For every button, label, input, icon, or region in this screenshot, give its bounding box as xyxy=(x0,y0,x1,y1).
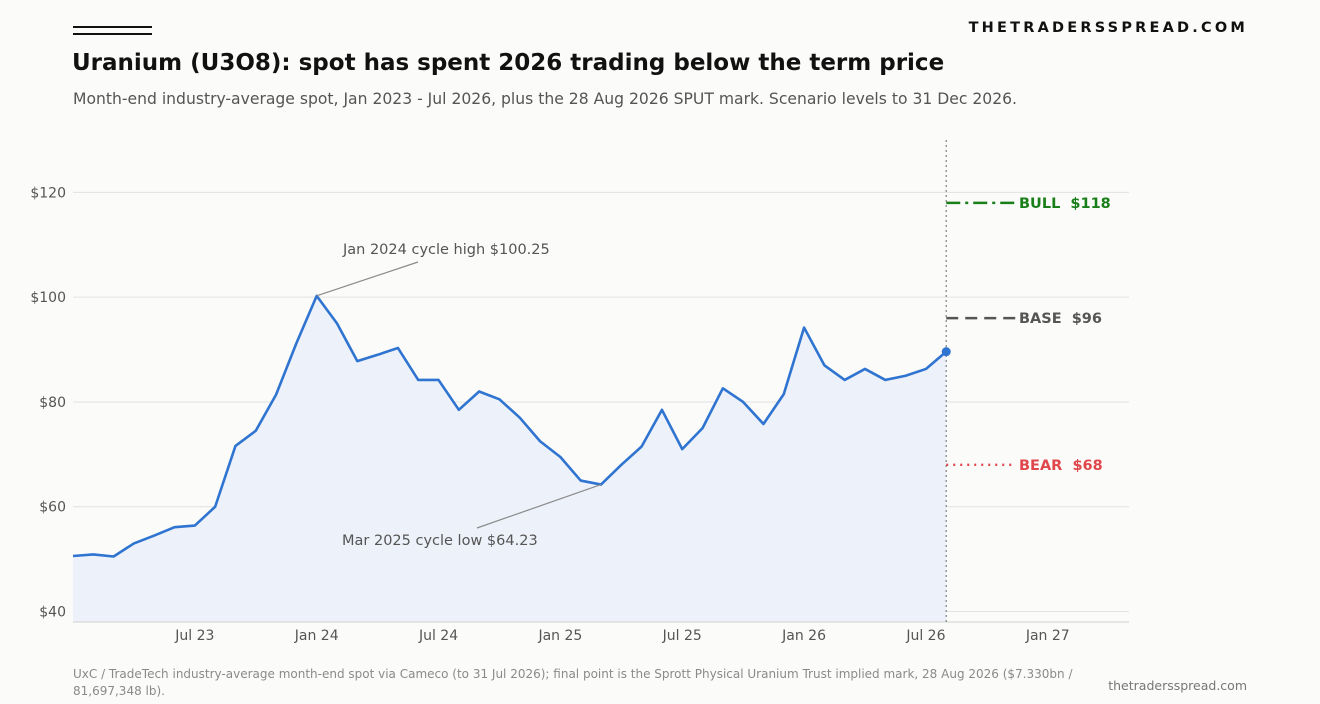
x-tick-label: Jul 25 xyxy=(662,628,702,644)
header-rule-bottom xyxy=(73,33,152,35)
x-tick-label: Jan 27 xyxy=(1025,628,1070,644)
x-tick-label: Jul 26 xyxy=(905,628,945,644)
annotation-high-label: Jan 2024 cycle high $100.25 xyxy=(342,242,550,258)
scenario-label-bear: BEAR $68 xyxy=(1019,458,1103,474)
x-tick-label: Jan 24 xyxy=(294,628,339,644)
y-tick-label: $80 xyxy=(39,395,66,411)
spot-price-area xyxy=(73,295,947,622)
y-tick-label: $100 xyxy=(30,290,66,306)
x-tick-label: Jul 23 xyxy=(174,628,214,644)
footer-site-link[interactable]: thetradersspread.com xyxy=(1108,678,1247,693)
spot-price-line xyxy=(72,294,948,558)
sput-mark-point xyxy=(941,347,951,357)
scenario-label-base: BASE $96 xyxy=(1019,311,1102,327)
annotation-leader-low xyxy=(476,484,602,529)
chart-subtitle: Month-end industry-average spot, Jan 202… xyxy=(73,90,1018,108)
annotation-low-label: Mar 2025 cycle low $64.23 xyxy=(342,533,538,549)
annotations: Jan 2024 cycle high $100.25 Mar 2025 cycl… xyxy=(316,242,602,549)
scenario-levels: BULL $118 BASE $96 BEAR $68 xyxy=(946,196,1111,474)
y-tick-label: $40 xyxy=(39,605,66,621)
y-tick-label: $60 xyxy=(39,500,66,516)
chart-title: Uranium (U3O8): spot has spent 2026 trad… xyxy=(72,50,945,76)
x-tick-label: Jul 24 xyxy=(418,628,458,644)
header-rule-top xyxy=(73,26,152,28)
source-footnote: UxC / TradeTech industry-average month-e… xyxy=(73,667,1073,698)
annotation-leader-high xyxy=(316,261,419,297)
x-tick-label: Jan 25 xyxy=(537,628,582,644)
y-tick-label: $120 xyxy=(30,185,66,201)
scenario-label-bull: BULL $118 xyxy=(1019,196,1111,212)
brand-wordmark[interactable]: THETRADERSSPREAD.COM xyxy=(968,20,1248,36)
axis-tick-labels: $40 $60 $80 $100 $120 Jul 23 Jan 24 Jul 24 Jan 2… xyxy=(30,185,1069,644)
x-tick-label: Jan 26 xyxy=(781,628,826,644)
